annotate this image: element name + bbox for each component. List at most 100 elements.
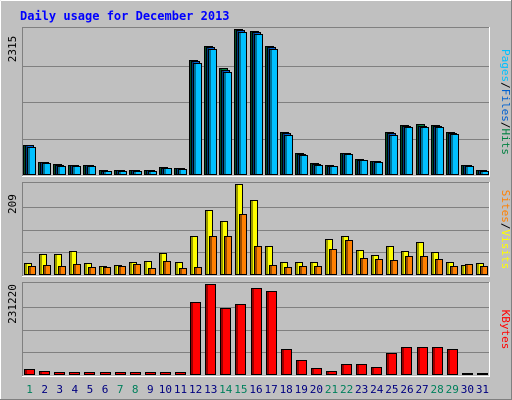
bar-pages-shade: [481, 172, 483, 174]
bar-pages: [465, 166, 474, 175]
bar-visits-shade: [145, 262, 147, 274]
bar-pages-shade: [104, 172, 106, 174]
bar-kbytes: [39, 371, 50, 375]
bar-pages: [163, 168, 172, 175]
bar-visits-shade: [326, 240, 328, 274]
bar-visits-shade: [55, 255, 57, 274]
x-tick-label: 25: [385, 383, 398, 396]
bar-pages-shade: [421, 128, 423, 174]
bar-visits-shade: [311, 263, 313, 274]
bar-kbytes-shade: [25, 370, 27, 374]
x-tick-label: 8: [132, 383, 139, 396]
bar-sites-shade: [29, 267, 31, 274]
bar-sites: [43, 265, 51, 275]
x-tick-label: 5: [87, 383, 94, 396]
bar-sites: [375, 259, 383, 275]
bar-kbytes-shade: [282, 350, 284, 374]
bar-visits-shade: [85, 264, 87, 274]
bar-kbytes: [371, 367, 382, 375]
x-tick-label: 31: [476, 383, 489, 396]
x-tick-label: 3: [56, 383, 63, 396]
x-tick-label: 16: [249, 383, 262, 396]
bar-sites-shade: [315, 267, 317, 274]
bar-pages: [480, 171, 489, 175]
bar-visits-shade: [236, 185, 238, 274]
bar-kbytes: [84, 372, 95, 375]
x-tick-label: 23: [355, 383, 368, 396]
bar-pages: [57, 166, 66, 175]
legend-kbytes: KBytes: [499, 310, 512, 350]
bar-pages: [72, 166, 81, 175]
legend-separator: /: [499, 223, 512, 230]
bar-pages-shade: [330, 167, 332, 174]
bar-visits-shade: [191, 237, 193, 274]
bar-kbytes: [356, 364, 367, 375]
bar-kbytes: [235, 304, 246, 375]
bar-pages: [208, 49, 217, 175]
legend-hits: Hits: [499, 129, 512, 156]
bar-pages: [284, 135, 293, 175]
bar-kbytes: [462, 373, 473, 375]
bar-visits-shade: [130, 263, 132, 274]
bar-sites-shade: [195, 268, 197, 274]
bar-sites: [480, 266, 488, 275]
bar-pages: [269, 49, 278, 175]
bar-sites: [450, 266, 458, 275]
x-tick-label: 22: [340, 383, 353, 396]
bar-visits-shade: [160, 254, 162, 274]
bar-kbytes-shade: [372, 368, 374, 374]
bar-visits-shade: [221, 222, 223, 274]
x-tick-label: 21: [325, 383, 338, 396]
bar-sites-shade: [225, 237, 227, 274]
bar-kbytes-shade: [448, 350, 450, 374]
bar-sites: [28, 266, 36, 275]
bar-kbytes: [477, 373, 488, 375]
bar-sites: [329, 249, 337, 275]
bar-kbytes-shade: [387, 354, 389, 374]
bar-pages-shade: [360, 161, 362, 174]
bar-visits-shade: [296, 263, 298, 274]
bar-pages-shade: [390, 136, 392, 174]
bar-pages-shade: [405, 128, 407, 174]
bar-pages: [223, 72, 232, 175]
bar-sites: [118, 266, 126, 275]
bar-sites: [435, 259, 443, 275]
bar-kbytes: [220, 308, 231, 375]
bar-kbytes-shade: [206, 285, 208, 374]
x-tick-label: 11: [174, 383, 187, 396]
bar-sites: [148, 268, 156, 275]
bar-sites: [73, 264, 81, 275]
y-max-label: 231220: [6, 284, 19, 324]
bar-kbytes-shade: [418, 348, 420, 374]
bar-sites-shade: [255, 247, 257, 274]
bar-pages: [329, 166, 338, 175]
bar-kbytes: [160, 372, 171, 375]
bar-pages: [118, 171, 127, 175]
bar-pages: [344, 154, 353, 175]
bar-pages-shade: [119, 172, 121, 174]
x-tick-label: 2: [41, 383, 48, 396]
bar-visits-shade: [342, 237, 344, 274]
bar-sites-shade: [210, 237, 212, 274]
x-tick-label: 30: [461, 383, 474, 396]
bar-visits-shade: [357, 251, 359, 274]
bar-sites-shade: [119, 267, 121, 274]
panel-visits-sites: 209 Sites/Visits: [6, 182, 512, 277]
bar-pages: [238, 32, 247, 175]
bar-visits-shade: [206, 211, 208, 274]
x-tick-label: 28: [431, 383, 444, 396]
x-tick-label: 1: [26, 383, 33, 396]
bar-sites-shade: [240, 215, 242, 274]
bar-kbytes-shade: [433, 348, 435, 374]
bar-pages: [359, 160, 368, 175]
bar-pages-shade: [345, 155, 347, 174]
bar-sites: [209, 236, 217, 275]
bar-pages: [254, 34, 263, 175]
bar-sites-shade: [149, 269, 151, 274]
chart-title: Daily usage for December 2013: [20, 9, 230, 23]
y-max-label: 2315: [6, 36, 19, 63]
bar-kbytes: [54, 372, 65, 375]
bar-sites-shade: [421, 257, 423, 274]
x-tick-label: 24: [370, 383, 384, 396]
x-tick-label: 12: [189, 383, 202, 396]
